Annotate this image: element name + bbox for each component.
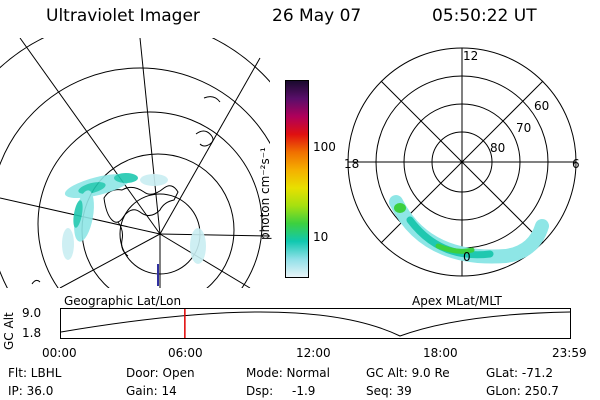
left-map-caption: Geographic Lat/Lon — [64, 294, 182, 308]
timeline-ylabel: GC Alt — [2, 312, 16, 350]
aurora-emission-right — [389, 195, 549, 264]
mode-info: Mode: Normal — [246, 366, 330, 380]
mlt-label-12: 12 — [463, 49, 478, 63]
gc-alt-info: GC Alt: 9.0 Re — [366, 366, 450, 380]
colorbar-tick-10: 10 — [313, 230, 329, 244]
mlt-label-6: 6 — [572, 157, 580, 171]
colorbar — [285, 80, 309, 278]
mlt-label-0: 0 — [463, 250, 471, 264]
glon-info: GLon: 250.7 — [486, 384, 559, 398]
colorbar-unit-label: photon cm⁻²s⁻¹ — [258, 147, 272, 240]
magnetic-polar-plot: 12 18 6 0 60 70 80 — [344, 47, 580, 277]
mlat-label-80: 80 — [490, 141, 505, 155]
timeline-xtick-2359: 23:59 — [552, 346, 587, 360]
timeline-xtick-1800: 18:00 — [423, 346, 458, 360]
filter-info: Flt: LBHL — [8, 366, 62, 380]
timeline-xtick-0000: 00:00 — [42, 346, 77, 360]
timeline-xtick-0600: 06:00 — [168, 346, 203, 360]
ip-info: IP: 36.0 — [8, 384, 54, 398]
time-label: 05:50:22 UT — [432, 6, 537, 26]
colorbar-tick-100: 100 — [313, 140, 336, 154]
mlat-label-60: 60 — [534, 99, 549, 113]
altitude-timeline — [60, 308, 571, 339]
date-label: 26 May 07 — [272, 6, 362, 26]
geographic-map — [0, 38, 270, 288]
mlt-label-18: 18 — [344, 157, 359, 171]
dsp-value: -1.9 — [292, 384, 316, 398]
app-title: Ultraviolet Imager — [46, 6, 200, 26]
aurora-emission-left — [62, 173, 206, 264]
seq-info: Seq: 39 — [366, 384, 412, 398]
gain-info: Gain: 14 — [126, 384, 177, 398]
dsp-label: Dsp: — [246, 384, 274, 398]
timeline-ytick-1.8: 1.8 — [22, 326, 42, 340]
door-info: Door: Open — [126, 366, 195, 380]
timeline-xtick-1200: 12:00 — [296, 346, 331, 360]
mlat-label-70: 70 — [516, 121, 531, 135]
timeline-ytick-9: 9.0 — [22, 306, 42, 320]
glat-info: GLat: -71.2 — [486, 366, 553, 380]
right-map-caption: Apex MLat/MLT — [412, 294, 502, 308]
